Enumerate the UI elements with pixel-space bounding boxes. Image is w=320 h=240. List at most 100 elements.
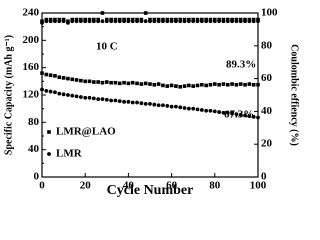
point [53, 90, 57, 95]
point [225, 110, 230, 115]
legend-marker [47, 152, 51, 156]
point [100, 19, 105, 24]
point [143, 101, 148, 106]
point [251, 114, 256, 119]
point [212, 109, 217, 114]
point [178, 105, 183, 110]
point [191, 106, 196, 111]
legend-marker [47, 130, 51, 134]
point [251, 19, 256, 24]
point [148, 101, 152, 106]
y2-axis-title: Coulombic effiency (%) [289, 44, 300, 146]
point [143, 11, 148, 15]
point [40, 87, 44, 92]
point [109, 80, 113, 85]
point [79, 78, 83, 83]
x-axis-title: Cycle Number [107, 183, 194, 198]
point [230, 82, 234, 86]
point [247, 82, 252, 86]
x-tick-label: 40 [123, 180, 135, 192]
point [182, 84, 187, 88]
point [130, 80, 135, 85]
point [113, 80, 118, 85]
point [251, 82, 256, 87]
point [195, 83, 200, 88]
point [100, 80, 105, 85]
point [156, 19, 161, 24]
point [238, 19, 243, 24]
x-tick-label: 80 [209, 180, 221, 192]
y2-tick-label: 20 [261, 138, 273, 150]
point [204, 108, 209, 113]
point [243, 113, 247, 118]
point [87, 19, 92, 24]
point [186, 19, 191, 24]
point [199, 108, 204, 112]
y-tick-label: 40 [28, 143, 40, 155]
point [165, 84, 170, 88]
point [126, 81, 131, 86]
point [135, 100, 139, 105]
annotation: 10 C [96, 41, 118, 53]
point [40, 20, 44, 25]
point [174, 19, 178, 24]
point [100, 97, 105, 101]
x-tick-label: 0 [39, 180, 45, 192]
y-tick-label: 160 [23, 61, 40, 73]
point [117, 19, 122, 24]
point [225, 19, 230, 24]
point [165, 19, 170, 24]
point [100, 11, 105, 15]
point [221, 82, 226, 86]
point [70, 93, 75, 98]
point [169, 83, 174, 88]
point [83, 19, 88, 24]
point [44, 72, 49, 77]
point [152, 82, 157, 87]
point [225, 82, 230, 87]
point [213, 82, 217, 86]
point [208, 82, 213, 87]
point [122, 80, 126, 85]
point [186, 106, 191, 111]
point [113, 98, 118, 103]
point [113, 19, 118, 24]
point [256, 82, 260, 87]
point [66, 20, 70, 25]
point [143, 19, 148, 24]
y2-tick-label: 80 [261, 39, 273, 51]
point [178, 85, 183, 89]
point [152, 102, 157, 107]
point [48, 89, 53, 94]
point [243, 19, 247, 24]
point [44, 89, 49, 93]
point [247, 114, 252, 119]
point [122, 19, 126, 24]
point [169, 19, 174, 24]
point [66, 76, 70, 81]
point [204, 83, 208, 88]
point [109, 19, 114, 24]
point [247, 19, 252, 24]
point [230, 111, 234, 116]
point [87, 95, 92, 100]
point [238, 82, 243, 86]
point [83, 79, 87, 84]
point [234, 82, 239, 87]
point [126, 99, 131, 104]
y2-tick-label: 100 [261, 7, 278, 19]
point [161, 19, 165, 24]
y2-tick-label: 40 [261, 105, 273, 117]
point [139, 19, 144, 24]
point [217, 19, 222, 24]
point [156, 82, 161, 86]
point [161, 103, 165, 108]
y-tick-label: 240 [23, 7, 40, 19]
point [96, 19, 101, 24]
point [182, 19, 187, 24]
point [174, 104, 178, 109]
point [152, 19, 157, 24]
point [40, 71, 44, 75]
legend-label: LMR@LAO [56, 126, 116, 138]
point [78, 95, 83, 99]
